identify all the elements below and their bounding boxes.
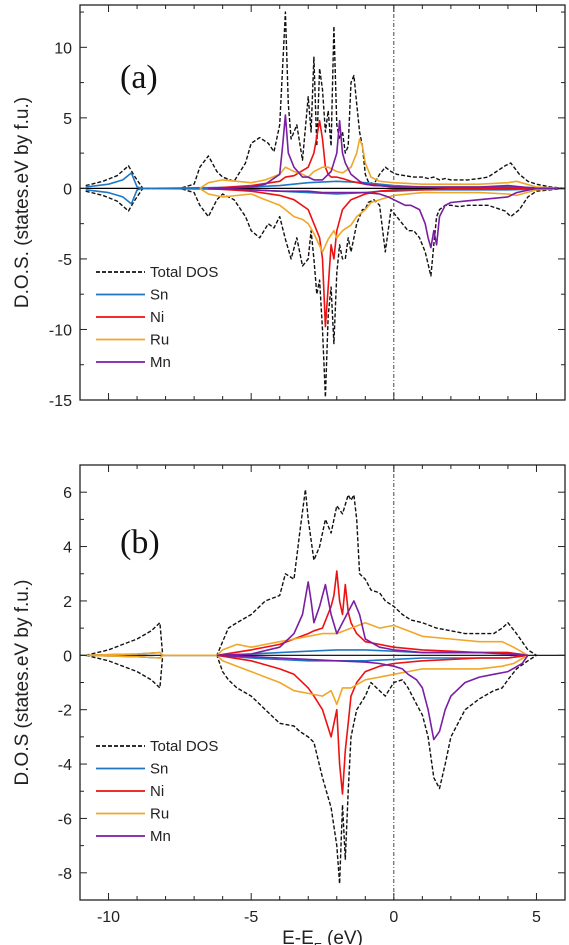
x-tick-label: -10 <box>97 909 120 926</box>
series-total-dos-spin-down <box>85 654 537 885</box>
x-axis-title: E-EF (eV) <box>282 928 363 945</box>
y-tick-label: 5 <box>63 111 72 128</box>
series-mn-spin-up <box>216 581 528 657</box>
legend-label: Total DOS <box>150 738 218 755</box>
series-total-dos-spin-down <box>85 187 566 398</box>
y-axis-title: D.O.S (states.eV by f.u.) <box>12 580 33 786</box>
legend-label: Ru <box>150 332 169 349</box>
series-total-dos-spin-up <box>85 488 537 656</box>
y-tick-label: -4 <box>58 757 72 774</box>
series-ru-spin-up <box>85 621 529 657</box>
legend-label: Total DOS <box>150 264 218 281</box>
series-ni-spin-down <box>208 187 537 328</box>
y-tick-label: -2 <box>58 703 72 720</box>
legend-label: Mn <box>150 828 171 845</box>
y-tick-label: 4 <box>63 540 72 557</box>
series-mn-spin-down <box>208 187 565 249</box>
y-tick-label: -8 <box>58 866 72 883</box>
x-tick-label: 5 <box>532 909 541 926</box>
legend-label: Sn <box>150 761 168 778</box>
y-tick-label: -10 <box>49 322 72 339</box>
y-tick-label: -5 <box>58 252 72 269</box>
dos-panel-a: -15 -10 -5 0 5 10 D.O.S. (states.eV by f.u.) (a… <box>12 4 566 410</box>
panel-label: (a) <box>120 59 158 96</box>
legend-label: Ru <box>150 806 169 823</box>
y-tick-label: 2 <box>63 594 72 611</box>
y-tick-label: -6 <box>58 811 72 828</box>
series-sn-spin-down <box>85 187 566 205</box>
series-mn-spin-down <box>216 654 529 741</box>
series-ru-spin-down <box>199 187 566 253</box>
legend-label: Ni <box>150 783 164 800</box>
x-tick-label: 0 <box>389 909 398 926</box>
y-tick-label: 0 <box>63 648 72 665</box>
series-ni-spin-down <box>216 654 529 795</box>
x-tick-label: -5 <box>244 909 258 926</box>
legend: Total DOS Sn Ni Ru Mn <box>96 738 218 845</box>
y-axis-title: D.O.S. (states.eV by f.u.) <box>12 97 33 308</box>
series-mn-spin-up <box>208 114 565 190</box>
dos-panel-b: -10 -5 0 5 -8 -6 -4 -2 0 2 4 6 D.O.S (states.eV by f… <box>12 464 566 945</box>
y-tick-label: -15 <box>49 393 72 410</box>
y-tick-label: 6 <box>63 485 72 502</box>
series-ni-spin-up <box>216 570 529 657</box>
y-tick-label: 10 <box>54 40 72 57</box>
legend-label: Mn <box>150 354 171 371</box>
panel-label: (b) <box>120 524 160 561</box>
y-tick-label: 0 <box>63 181 72 198</box>
legend: Total DOS Sn Ni Ru Mn <box>96 264 218 371</box>
series-ru-spin-down <box>85 654 529 706</box>
legend-label: Sn <box>150 287 168 304</box>
legend-label: Ni <box>150 309 164 326</box>
plot-frame <box>79 4 566 401</box>
